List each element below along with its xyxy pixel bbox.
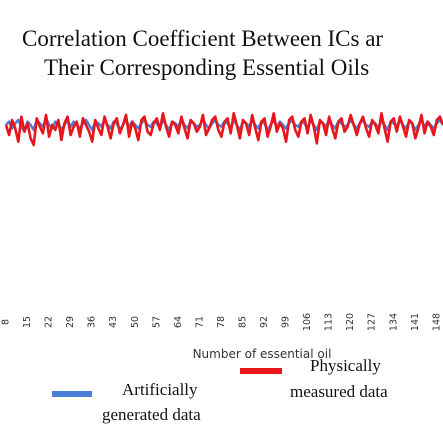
x-tick-label: 120 [345,313,356,331]
legend-label-artificial-1: Artificially [122,380,198,399]
x-tick-label: 99 [281,316,292,328]
chart-title-line-2: Their Corresponding Essential Oils [44,55,369,80]
x-axis-label: Number of essential oil [193,347,332,361]
x-tick-label: 29 [65,316,76,328]
x-tick-label: 43 [108,316,119,328]
x-tick-label: 71 [194,316,205,328]
series-layer [4,112,443,147]
series-line-physical [4,112,443,147]
x-tick-label: 57 [151,316,162,328]
x-tick-label: 22 [44,316,55,328]
x-tick-label: 78 [216,316,227,328]
x-tick-label: 8 [1,319,12,325]
chart-title-line-1: Correlation Coefficient Between ICs ar [22,26,383,51]
x-tick-label: 92 [259,316,270,328]
x-tick-label: 15 [22,316,33,328]
x-tick-label: 85 [237,316,248,328]
x-tick-label: 36 [87,316,98,328]
x-tick-label: 50 [130,316,141,328]
legend-label-artificial-2: generated data [102,405,201,424]
legend: Artificially generated data Physically m… [52,356,388,424]
x-tick-label: 113 [324,313,335,331]
x-tick-label: 141 [410,313,421,331]
x-tick-label: 134 [388,313,399,331]
x-tick-label: 106 [302,313,313,331]
x-tick-labels: 8 15 22 29 36 43 50 57 64 71 78 85 92 99 106 113 120 127 1… [1,313,443,331]
x-tick-label: 64 [173,316,184,328]
x-tick-label: 148 [431,313,442,331]
x-tick-label: 127 [367,313,378,331]
legend-label-physical-2: measured data [290,382,388,401]
legend-label-physical-1: Physically [310,356,381,375]
